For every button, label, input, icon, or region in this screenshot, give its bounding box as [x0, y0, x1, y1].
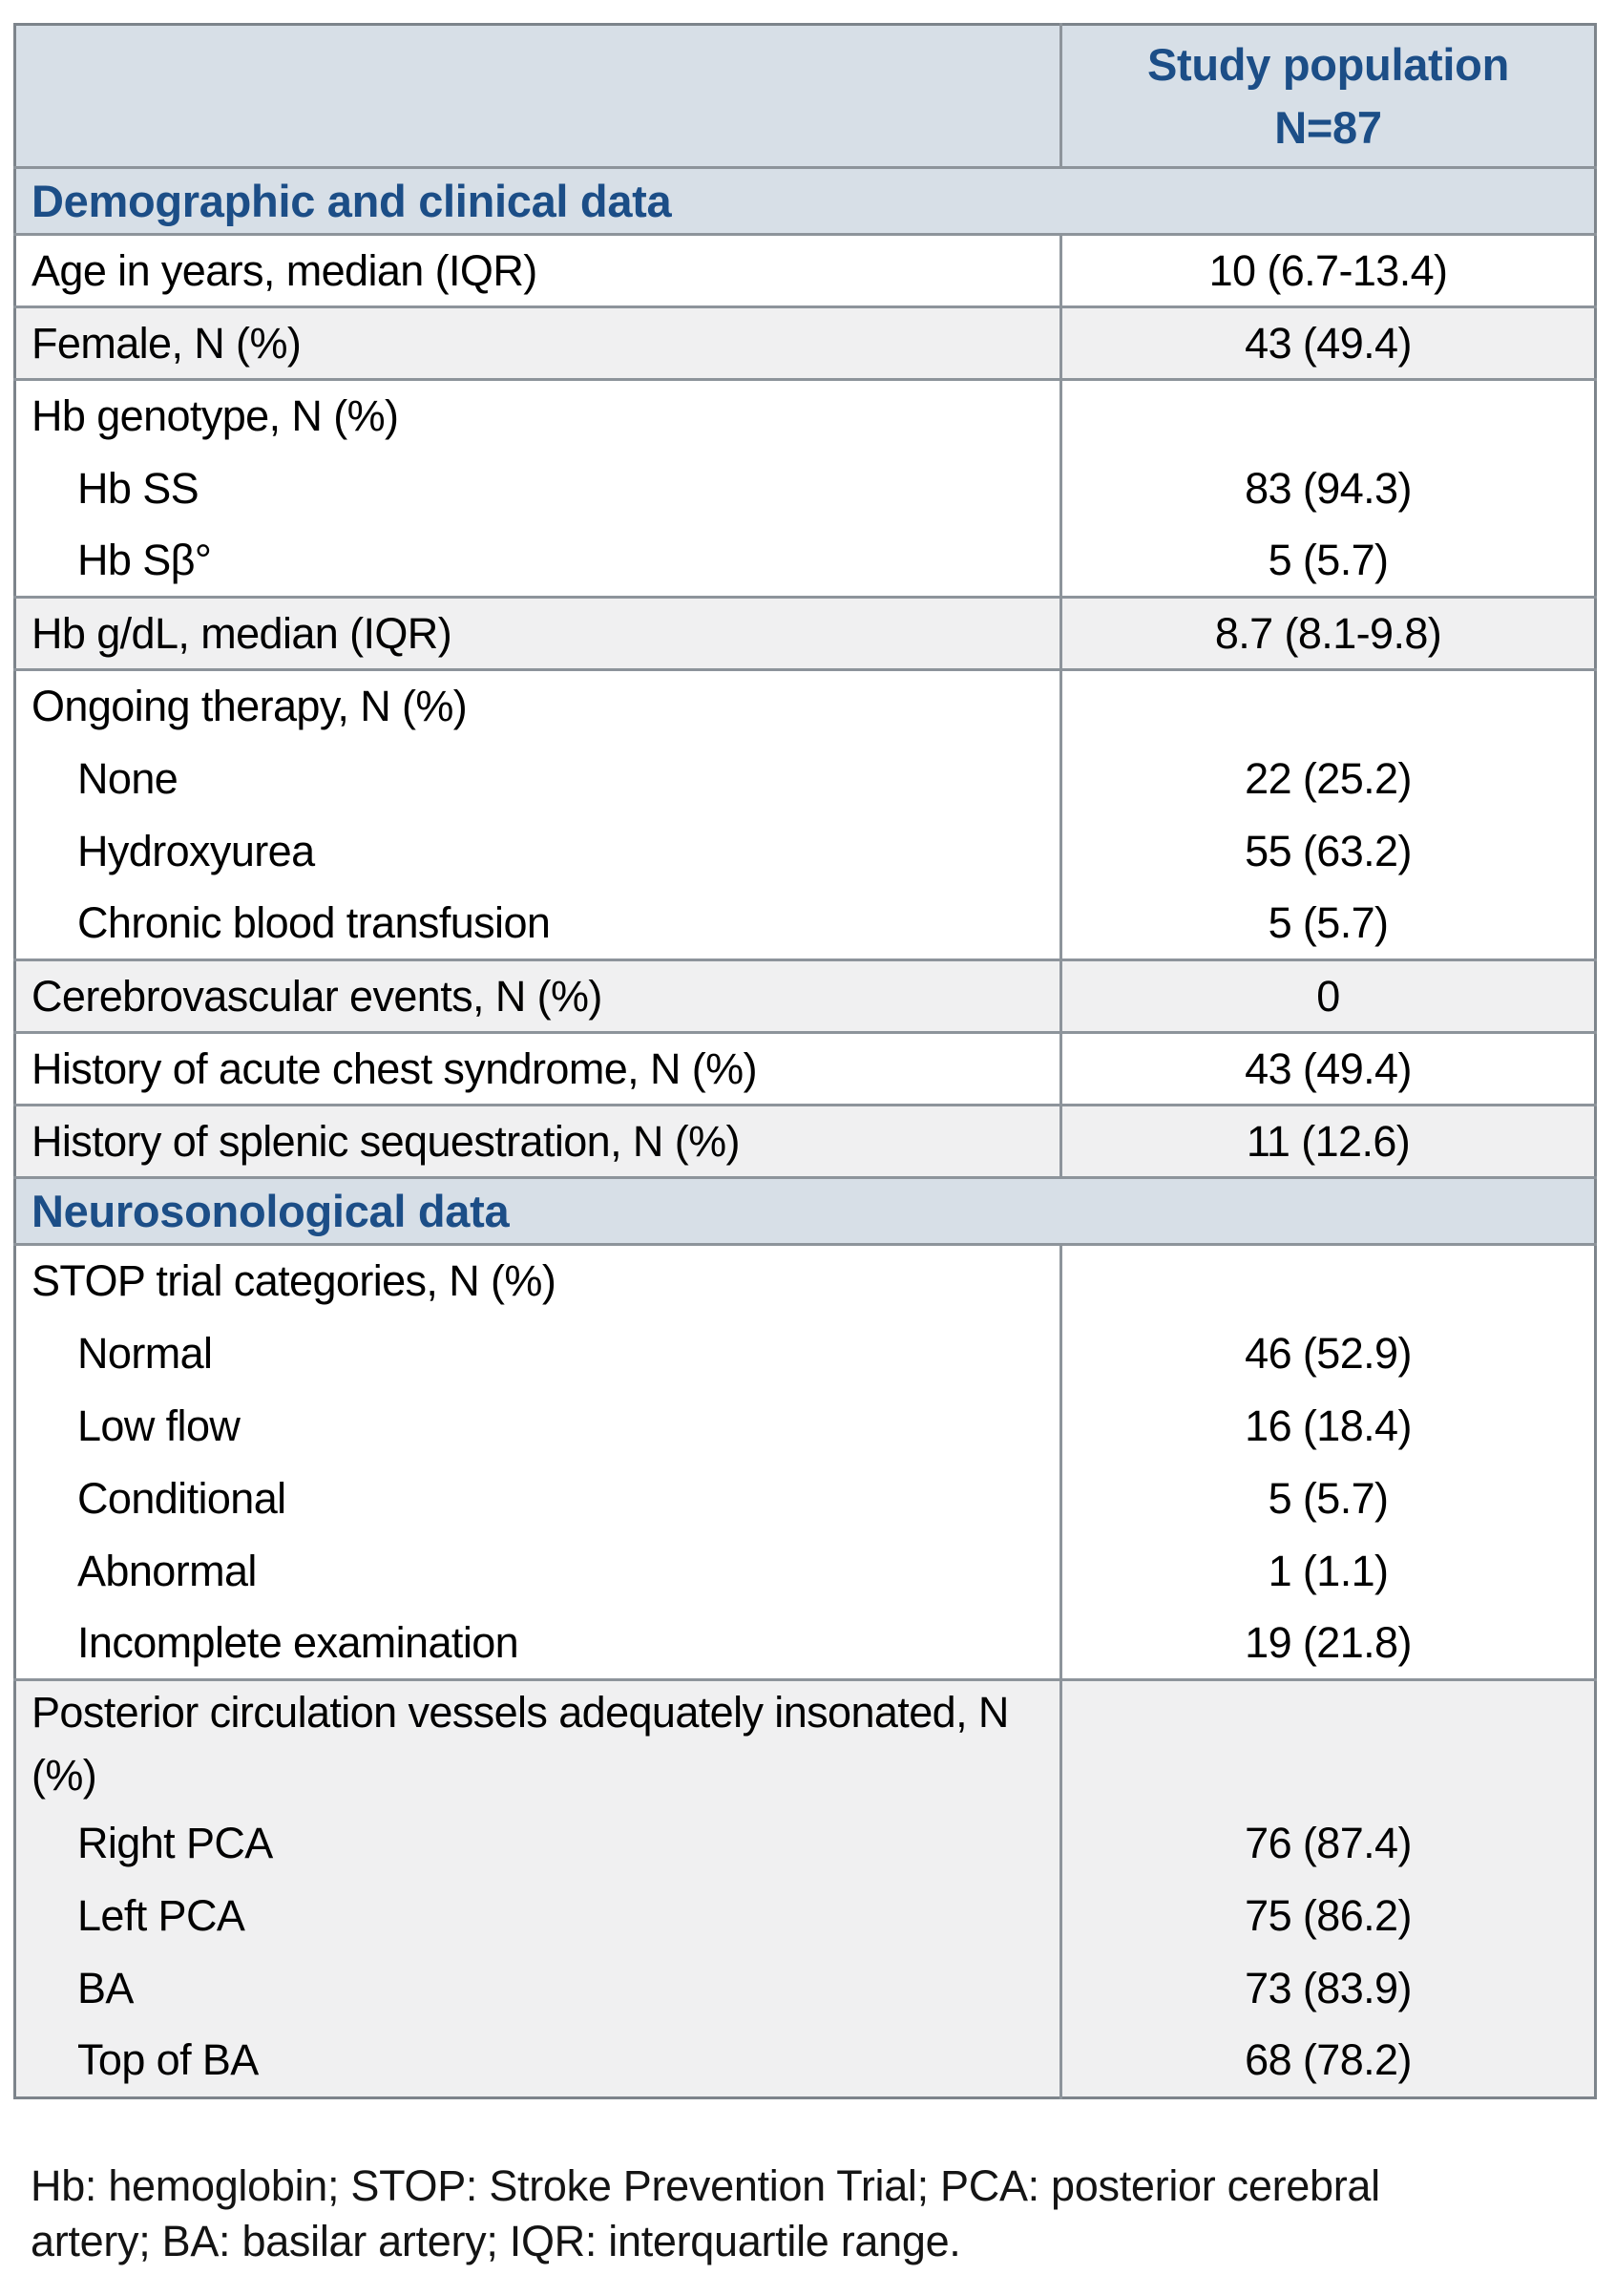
table-row: STOP trial categories, N (%): [14, 1243, 1596, 1317]
row-value: 1 (1.1): [1060, 1534, 1596, 1608]
row-subitem-label: Left PCA: [14, 1880, 1062, 1952]
footnote-line1: Hb: hemoglobin; STOP: Stroke Prevention …: [31, 2160, 1380, 2210]
table-row: Conditional 5 (5.7): [14, 1462, 1596, 1535]
table-row: Hydroxyurea 55 (63.2): [14, 814, 1596, 888]
row-value: 11 (12.6): [1060, 1104, 1596, 1178]
row-label: STOP trial categories, N (%): [14, 1243, 1062, 1317]
header-study-population-cell: Study population N=87: [1060, 24, 1596, 168]
table-row: Chronic blood transfusion 5 (5.7): [14, 887, 1596, 960]
header-row: Study population N=87: [14, 24, 1596, 168]
row-subitem-label: Abnormal: [14, 1534, 1062, 1608]
row-subitem-label: None: [14, 742, 1062, 815]
row-value: 22 (25.2): [1060, 742, 1596, 815]
header-corner-cell: [14, 24, 1062, 168]
row-value: 5 (5.7): [1060, 887, 1596, 960]
row-value: [1060, 668, 1596, 743]
row-value: 5 (5.7): [1060, 524, 1596, 598]
header-title-line2: N=87: [1274, 101, 1382, 153]
row-value: 46 (52.9): [1060, 1317, 1596, 1390]
study-population-table: Study population N=87 Demographic and cl…: [13, 23, 1597, 2099]
row-value: 8.7 (8.1-9.8): [1060, 596, 1596, 670]
table-row: None 22 (25.2): [14, 742, 1596, 815]
row-subitem-label: Top of BA: [14, 2025, 1062, 2097]
row-subitem-label: Normal: [14, 1317, 1062, 1390]
table-row: Age in years, median (IQR) 10 (6.7-13.4): [14, 233, 1596, 307]
row-label: Female, N (%): [14, 305, 1062, 380]
table-row: Hb genotype, N (%): [14, 378, 1596, 453]
row-label: History of acute chest syndrome, N (%): [14, 1031, 1062, 1106]
row-label: History of splenic sequestration, N (%): [14, 1104, 1062, 1178]
section-title: Demographic and clinical data: [14, 166, 1596, 236]
row-value: 5 (5.7): [1060, 1462, 1596, 1535]
table-row: Abnormal 1 (1.1): [14, 1534, 1596, 1608]
row-value: [1060, 1678, 1596, 1807]
table-row: Left PCA 75 (86.2): [14, 1880, 1596, 1952]
table-row: Ongoing therapy, N (%): [14, 668, 1596, 743]
row-value: 0: [1060, 958, 1596, 1033]
table-row: Hb SS 83 (94.3): [14, 452, 1596, 525]
row-value: 76 (87.4): [1060, 1807, 1596, 1880]
row-label: Cerebrovascular events, N (%): [14, 958, 1062, 1033]
row-subitem-label: Low flow: [14, 1389, 1062, 1463]
table-row: History of acute chest syndrome, N (%) 43…: [14, 1031, 1596, 1106]
row-value: [1060, 1243, 1596, 1317]
table-row: Right PCA 76 (87.4): [14, 1807, 1596, 1880]
section-title: Neurosonological data: [14, 1176, 1596, 1246]
table-header: Study population N=87: [14, 24, 1596, 168]
row-value: 68 (78.2): [1060, 2025, 1596, 2097]
table-row: Cerebrovascular events, N (%) 0: [14, 958, 1596, 1033]
table-row: Female, N (%) 43 (49.4): [14, 305, 1596, 380]
table-row: BA 73 (83.9): [14, 1952, 1596, 2025]
row-subitem-label: Incomplete examination: [14, 1607, 1062, 1680]
row-value: [1060, 378, 1596, 453]
table-row: Hb Sβ° 5 (5.7): [14, 524, 1596, 598]
row-subitem-label: BA: [14, 1952, 1062, 2025]
row-value: 73 (83.9): [1060, 1952, 1596, 2025]
row-subitem-label: Hydroxyurea: [14, 814, 1062, 888]
section-header-row: Demographic and clinical data: [14, 166, 1596, 236]
row-label: Posterior circulation vessels adequately…: [14, 1678, 1062, 1807]
table-row: Hb g/dL, median (IQR) 8.7 (8.1-9.8): [14, 596, 1596, 670]
row-value: 10 (6.7-13.4): [1060, 233, 1596, 307]
section-header-row: Neurosonological data: [14, 1176, 1596, 1246]
row-subitem-label: Hb Sβ°: [14, 524, 1062, 598]
row-value: 83 (94.3): [1060, 452, 1596, 525]
table-row: History of splenic sequestration, N (%) 1…: [14, 1104, 1596, 1178]
row-label: Hb g/dL, median (IQR): [14, 596, 1062, 670]
row-label: Ongoing therapy, N (%): [14, 668, 1062, 743]
table-row: Top of BA 68 (78.2): [14, 2025, 1596, 2097]
row-value: 43 (49.4): [1060, 1031, 1596, 1106]
table-row: Low flow 16 (18.4): [14, 1389, 1596, 1463]
row-value: 43 (49.4): [1060, 305, 1596, 380]
row-value: 75 (86.2): [1060, 1880, 1596, 1952]
row-subitem-label: Right PCA: [14, 1807, 1062, 1880]
row-subitem-label: Chronic blood transfusion: [14, 887, 1062, 960]
table-row: Incomplete examination 19 (21.8): [14, 1607, 1596, 1680]
row-label: Age in years, median (IQR): [14, 233, 1062, 307]
table-row: Normal 46 (52.9): [14, 1317, 1596, 1390]
header-title-line1: Study population: [1147, 38, 1509, 90]
row-subitem-label: Conditional: [14, 1462, 1062, 1535]
table-body: Demographic and clinical data Age in year…: [14, 166, 1596, 2097]
row-value: 55 (63.2): [1060, 814, 1596, 888]
footnote: Hb: hemoglobin; STOP: Stroke Prevention …: [31, 2159, 1575, 2269]
row-value: 16 (18.4): [1060, 1389, 1596, 1463]
row-value: 19 (21.8): [1060, 1607, 1596, 1680]
row-label: Hb genotype, N (%): [14, 378, 1062, 453]
table-row: Posterior circulation vessels adequately…: [14, 1678, 1596, 1807]
footnote-line2: artery; BA: basilar artery; IQR: interqu…: [31, 2216, 961, 2265]
row-subitem-label: Hb SS: [14, 452, 1062, 525]
